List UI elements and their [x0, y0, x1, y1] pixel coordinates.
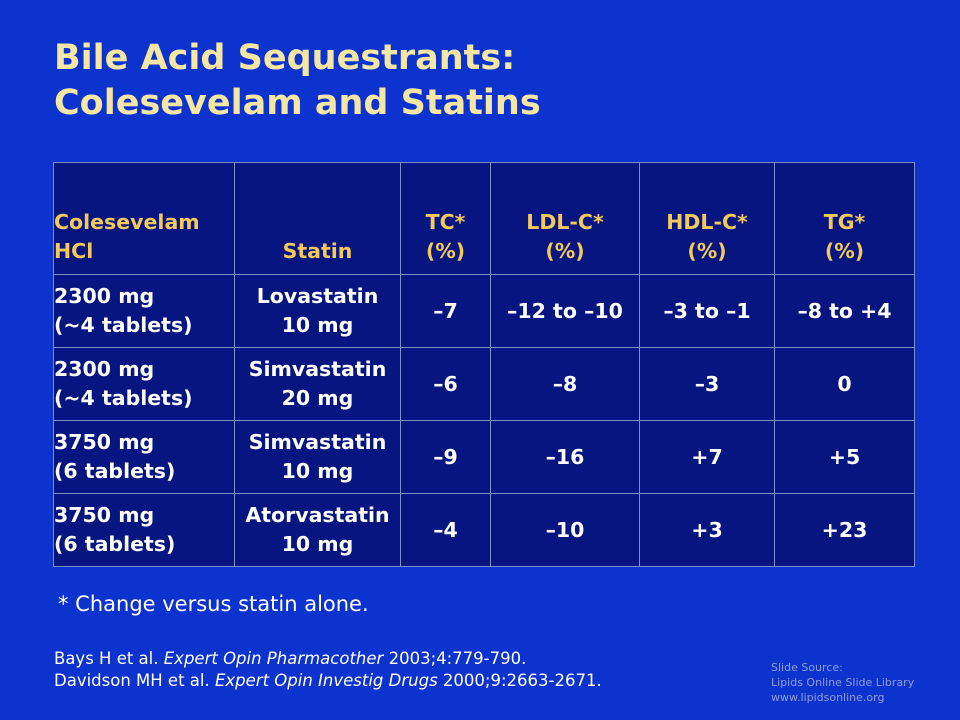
title-line-2: Colesevelam and Statins — [54, 83, 541, 123]
table-header-row: Colesevelam HCl Statin TC* (%) LDL-C* (%… — [53, 162, 915, 275]
cell-statin: Simvastatin 10 mg — [234, 420, 401, 494]
cell-ldl: –10 — [490, 493, 640, 567]
header-text: (%) — [545, 239, 585, 263]
cell-tc: –7 — [400, 274, 491, 348]
header-statin: Statin — [234, 162, 401, 275]
table-row: 2300 mg (~4 tablets) Simvastatin 20 mg –6 … — [53, 347, 915, 421]
cell-text: 2300 mg — [54, 357, 155, 381]
header-tg: TG* (%) — [774, 162, 915, 275]
slide-title: Bile Acid Sequestrants: Colesevelam and … — [54, 36, 541, 126]
cell-text: (~4 tablets) — [54, 313, 193, 337]
cell-text: 10 mg — [281, 459, 354, 483]
cell-hdl: –3 — [639, 347, 775, 421]
cell-tc: –9 — [400, 420, 491, 494]
cell-text: (~4 tablets) — [54, 386, 193, 410]
cell-hdl: +7 — [639, 420, 775, 494]
header-text: (%) — [824, 239, 865, 263]
cell-hdl: +3 — [639, 493, 775, 567]
table-row: 3750 mg (6 tablets) Simvastatin 10 mg –9 –… — [53, 420, 915, 494]
cell-ldl: –16 — [490, 420, 640, 494]
reference-journal: Expert Opin Investig Drugs — [214, 671, 438, 690]
header-text: TG* — [823, 210, 866, 234]
cell-statin: Lovastatin 10 mg — [234, 274, 401, 348]
header-ldl: LDL-C* (%) — [490, 162, 640, 275]
cell-text: Lovastatin — [256, 284, 379, 308]
cell-text: 3750 mg — [54, 503, 155, 527]
reference-authors: Bays H et al. — [54, 649, 164, 668]
footnote: * Change versus statin alone. — [58, 592, 369, 616]
reference-journal: Expert Opin Pharmacother — [163, 649, 384, 668]
reference-item: Bays H et al. Expert Opin Pharmacother 2… — [54, 648, 602, 670]
source-line: Slide Source: — [771, 661, 843, 674]
cell-text: (6 tablets) — [54, 532, 176, 556]
cell-hdl: –3 to –1 — [639, 274, 775, 348]
cell-tc: –4 — [400, 493, 491, 567]
reference-citation: 2000;9:2663-2671. — [437, 671, 602, 690]
cell-text: 3750 mg — [54, 430, 155, 454]
cell-text: 10 mg — [281, 313, 354, 337]
source-url: www.lipidsonline.org — [771, 691, 885, 704]
cell-tg: +5 — [774, 420, 915, 494]
header-text: TC* — [425, 210, 466, 234]
header-text: (%) — [425, 239, 466, 263]
cell-tg: 0 — [774, 347, 915, 421]
results-table: Colesevelam HCl Statin TC* (%) LDL-C* (%… — [53, 162, 915, 567]
header-text: HCl — [54, 239, 94, 263]
cell-text: Simvastatin — [248, 430, 387, 454]
cell-text: 10 mg — [281, 532, 354, 556]
header-tc: TC* (%) — [400, 162, 491, 275]
header-hdl: HDL-C* (%) — [639, 162, 775, 275]
cell-text: 2300 mg — [54, 284, 155, 308]
cell-statin: Simvastatin 20 mg — [234, 347, 401, 421]
reference-authors: Davidson MH et al. — [54, 671, 215, 690]
table-row: 2300 mg (~4 tablets) Lovastatin 10 mg –7 –… — [53, 274, 915, 348]
header-text: HDL-C* — [666, 210, 748, 234]
title-line-1: Bile Acid Sequestrants: — [54, 38, 516, 78]
cell-ldl: –8 — [490, 347, 640, 421]
cell-text: Simvastatin — [248, 357, 387, 381]
slide-source: Slide Source: Lipids Online Slide Librar… — [771, 660, 914, 705]
cell-colesevelam: 2300 mg (~4 tablets) — [53, 274, 235, 348]
cell-text: (6 tablets) — [54, 459, 176, 483]
cell-statin: Atorvastatin 10 mg — [234, 493, 401, 567]
cell-tc: –6 — [400, 347, 491, 421]
cell-ldl: –12 to –10 — [490, 274, 640, 348]
header-colesevelam: Colesevelam HCl — [53, 162, 235, 275]
cell-tg: –8 to +4 — [774, 274, 915, 348]
cell-colesevelam: 3750 mg (6 tablets) — [53, 493, 235, 567]
header-text: Statin — [282, 239, 353, 263]
header-text: Colesevelam — [54, 210, 200, 234]
header-text: (%) — [687, 239, 727, 263]
references: Bays H et al. Expert Opin Pharmacother 2… — [54, 648, 602, 692]
reference-item: Davidson MH et al. Expert Opin Investig … — [54, 670, 602, 692]
cell-colesevelam: 3750 mg (6 tablets) — [53, 420, 235, 494]
source-line: Lipids Online Slide Library — [771, 676, 915, 689]
reference-citation: 2003;4:779-790. — [383, 649, 527, 668]
cell-colesevelam: 2300 mg (~4 tablets) — [53, 347, 235, 421]
cell-tg: +23 — [774, 493, 915, 567]
header-text: LDL-C* — [526, 210, 604, 234]
table-row: 3750 mg (6 tablets) Atorvastatin 10 mg –4 … — [53, 493, 915, 567]
cell-text: 20 mg — [281, 386, 354, 410]
cell-text: Atorvastatin — [245, 503, 390, 527]
